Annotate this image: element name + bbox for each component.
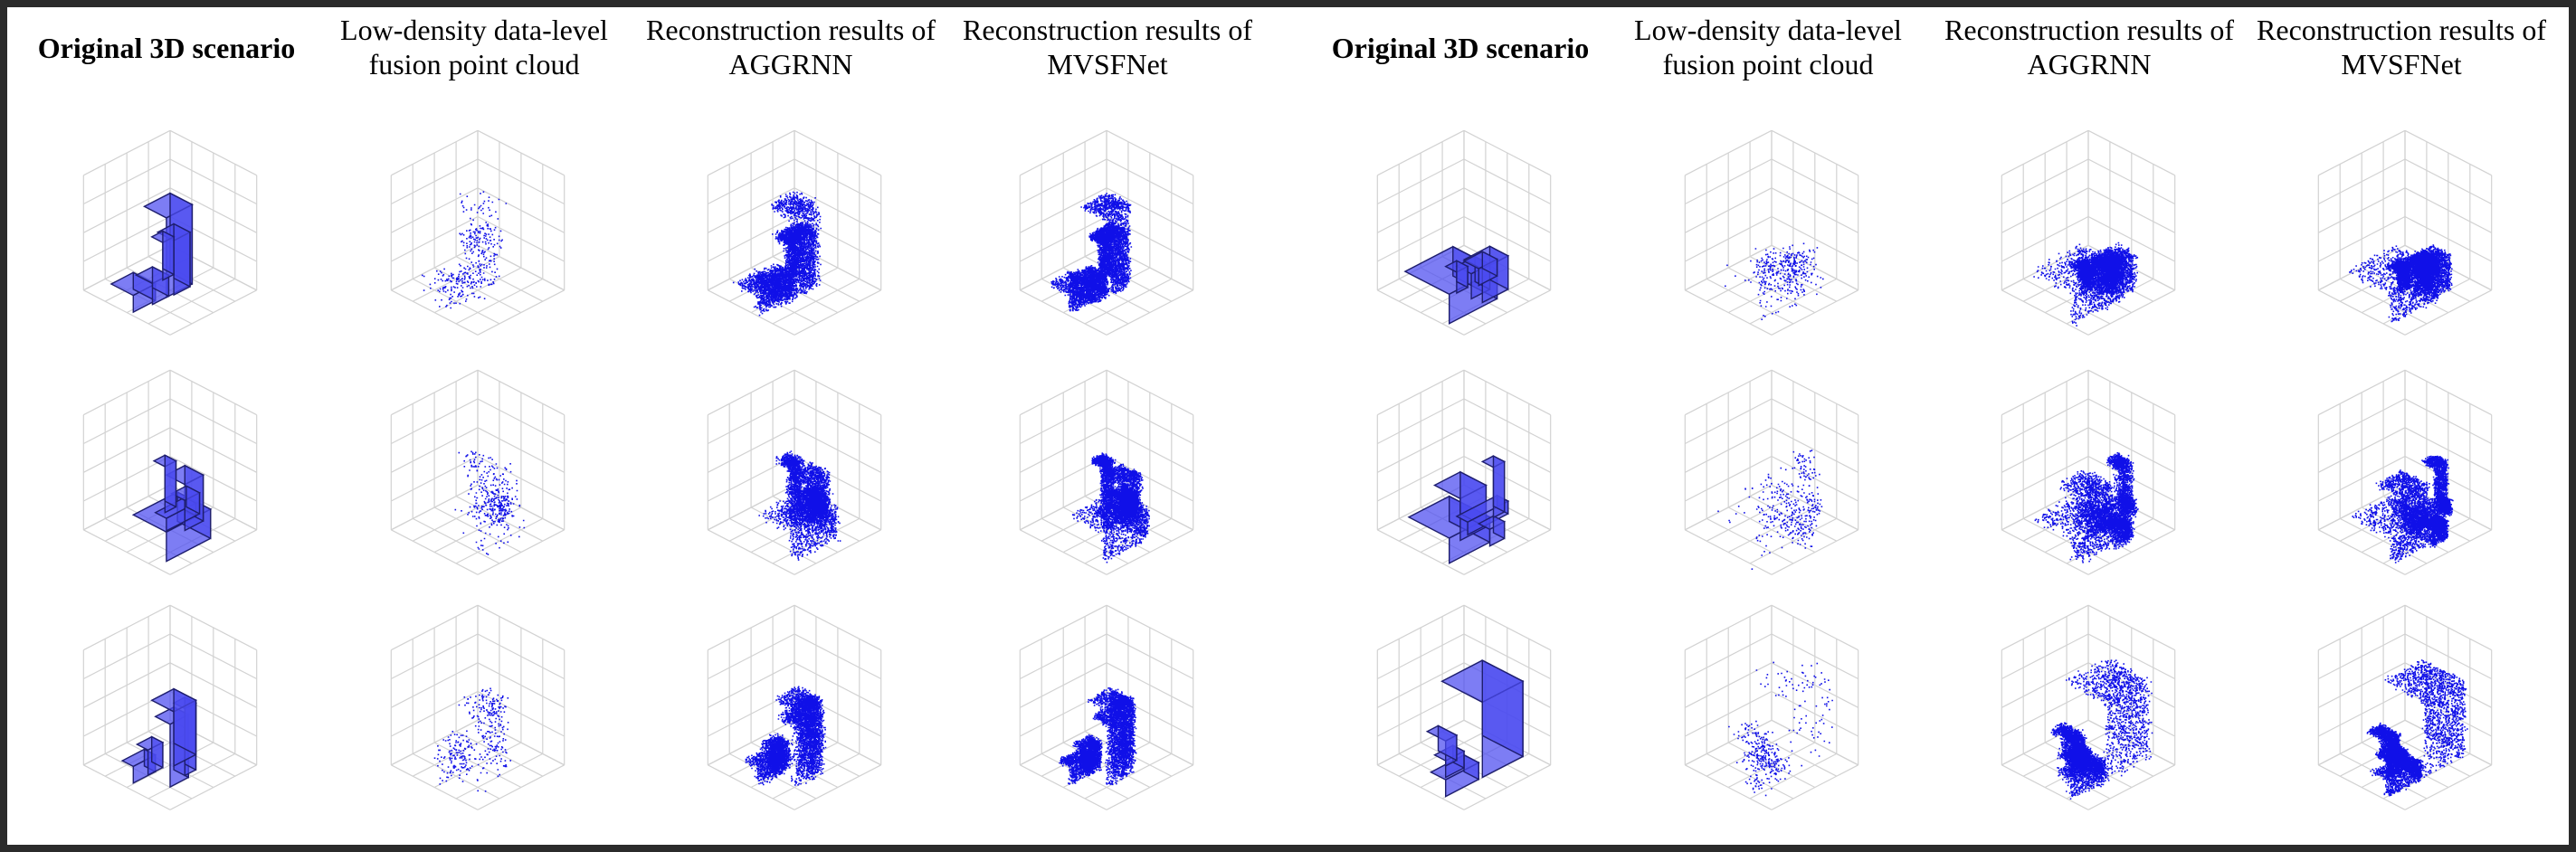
box-3 [1440, 658, 1525, 779]
box-1 [109, 271, 157, 314]
header-original-right: Original 3D scenario [1331, 32, 1590, 64]
panel-mvsfnet-scene-3 [1019, 604, 1194, 810]
header-aggrnn-left: Reconstruction results of AGGRNN [646, 14, 936, 80]
point-cloud [2366, 659, 2468, 797]
panel-original-scene-2 [82, 369, 258, 575]
box-4 [1480, 454, 1507, 519]
point-cloud [2034, 452, 2139, 563]
point-cloud [1059, 687, 1137, 786]
point-cloud [422, 191, 508, 309]
point-cloud [2033, 241, 2139, 327]
point-cloud [433, 687, 511, 792]
panel-original-scene-3 [82, 604, 258, 810]
column-headers: Original 3D scenario Low-density data-le… [7, 7, 2569, 116]
header-mvsfnet-right: Reconstruction results of MVSFNet [2257, 14, 2546, 80]
point-cloud [745, 686, 827, 786]
box-2 [1425, 724, 1459, 768]
header-original-left: Original 3D scenario [37, 32, 296, 64]
point-cloud [1717, 450, 1823, 570]
header-lowdensity-right: Low-density data-level fusion point clou… [1634, 14, 1902, 80]
point-cloud [732, 191, 822, 317]
panel-original-scene-1 [82, 129, 258, 336]
panel-mvsfnet-scene-6 [2317, 604, 2493, 810]
panel-lowdensity-scene-6 [1684, 604, 1859, 810]
header-aggrnn-right: Reconstruction results of AGGRNN [1944, 14, 2234, 80]
panel-aggrnn-scene-1 [707, 129, 882, 336]
point-cloud [1050, 193, 1133, 312]
panel-aggrnn-scene-3 [707, 604, 882, 810]
panel-lowdensity-scene-3 [390, 604, 566, 810]
panel-mvsfnet-scene-1 [1019, 129, 1194, 336]
box-4 [1444, 260, 1469, 295]
panel-lowdensity-scene-1 [390, 129, 566, 336]
panel-lowdensity-scene-4 [1684, 129, 1859, 336]
panel-aggrnn-scene-4 [2001, 129, 2176, 336]
box-4 [135, 735, 165, 777]
point-cloud [758, 450, 841, 561]
figure-frame: Original 3D scenario Low-density data-le… [7, 7, 2569, 845]
panel-lowdensity-scene-2 [390, 369, 566, 575]
box-3 [156, 222, 192, 297]
panel-mvsfnet-scene-5 [2317, 369, 2493, 575]
panel-grid [82, 129, 2493, 810]
box-4 [152, 454, 178, 514]
panel-mvsfnet-scene-2 [1019, 369, 1194, 575]
point-cloud [1728, 661, 1833, 797]
point-cloud [454, 450, 526, 555]
point-cloud [2352, 455, 2454, 563]
panel-aggrnn-scene-6 [2001, 604, 2176, 810]
header-mvsfnet-left: Reconstruction results of MVSFNet [963, 14, 1252, 80]
point-cloud [2050, 659, 2153, 800]
panel-lowdensity-scene-5 [1684, 369, 1859, 575]
box-3 [1462, 251, 1499, 287]
panel-original-scene-6 [1376, 604, 1552, 810]
point-cloud [1725, 242, 1824, 320]
box-3 [150, 687, 198, 768]
point-cloud [2349, 244, 2453, 323]
box-3 [170, 485, 202, 523]
header-lowdensity-left: Low-density data-level fusion point clou… [340, 14, 608, 80]
panel-mvsfnet-scene-4 [2317, 129, 2493, 336]
panel-aggrnn-scene-5 [2001, 369, 2176, 575]
panel-aggrnn-scene-2 [707, 369, 882, 575]
point-cloud [1071, 452, 1150, 563]
box-4 [150, 230, 176, 281]
panel-original-scene-5 [1376, 369, 1552, 575]
panel-original-scene-4 [1376, 129, 1552, 336]
